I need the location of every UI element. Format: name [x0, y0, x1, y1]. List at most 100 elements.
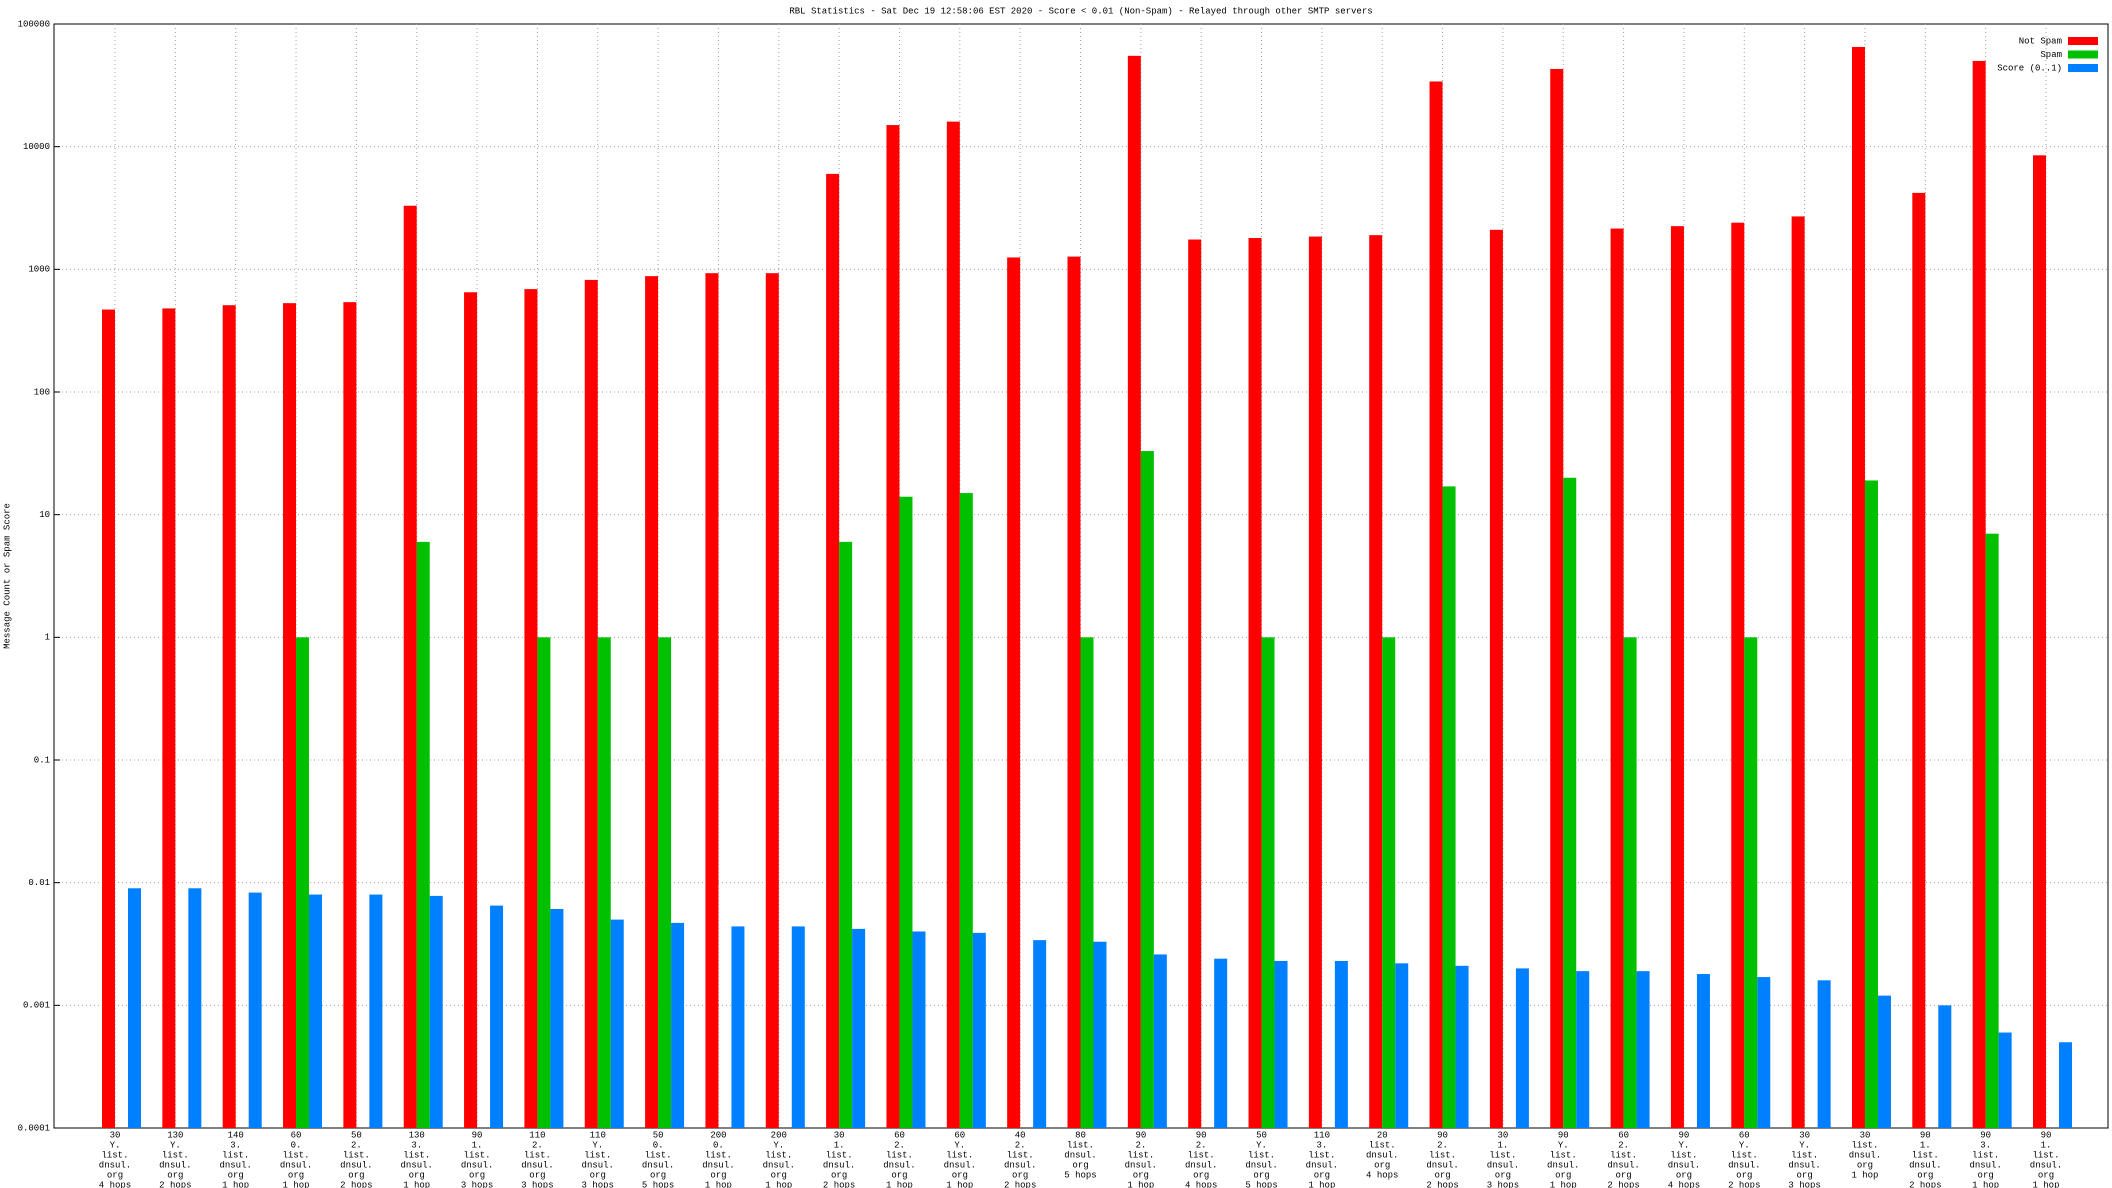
x-tick-label: dnsul. — [1487, 1160, 1519, 1170]
x-tick-label: 4 hops — [1366, 1170, 1398, 1180]
x-tick-label: 2. — [1196, 1140, 1207, 1150]
x-tick-label: 4 hops — [99, 1180, 131, 1188]
x-tick-label: list. — [826, 1150, 853, 1160]
x-tick-label: 2 hops — [1909, 1180, 1941, 1188]
x-tick-label: list. — [1731, 1150, 1758, 1160]
x-tick-label: 90 — [1135, 1130, 1146, 1140]
x-tick-label: org — [2038, 1170, 2054, 1180]
x-tick-label: org — [1615, 1170, 1631, 1180]
x-tick-label: 2 hops — [340, 1180, 372, 1188]
x-tick-label: org — [228, 1170, 244, 1180]
x-tick-label: 1 hop — [765, 1180, 792, 1188]
bar — [899, 496, 913, 1128]
x-tick-label: org — [1676, 1170, 1692, 1180]
x-tick-label: dnsul. — [944, 1160, 976, 1170]
x-tick-label: 90 — [1980, 1130, 1991, 1140]
x-tick-label: Y. — [773, 1140, 784, 1150]
x-tick-label: dnsul. — [1185, 1160, 1217, 1170]
x-tick-label: 1 hop — [1972, 1180, 1999, 1188]
x-tick-label: 2. — [894, 1140, 905, 1150]
x-tick-label: 3 hops — [521, 1180, 553, 1188]
bar — [1985, 533, 1999, 1128]
bar — [1429, 81, 1443, 1128]
bar — [1998, 1032, 2012, 1128]
chart-title: RBL Statistics - Sat Dec 19 12:58:06 EST… — [789, 6, 1372, 16]
bar — [403, 205, 417, 1129]
x-tick-label: 130 — [409, 1130, 425, 1140]
x-tick-label: dnsul. — [1909, 1160, 1941, 1170]
x-tick-label: org — [1253, 1170, 1269, 1180]
x-tick-label: 110 — [1314, 1130, 1330, 1140]
x-tick-label: dnsul. — [763, 1160, 795, 1170]
y-tick-label: 100000 — [18, 19, 50, 29]
x-tick-label: org — [288, 1170, 304, 1180]
x-tick-label: 90 — [472, 1130, 483, 1140]
bar — [490, 905, 504, 1128]
bar — [369, 894, 383, 1128]
x-tick-label: 1. — [1498, 1140, 1509, 1150]
x-tick-label: 30 — [110, 1130, 121, 1140]
x-tick-label: org — [771, 1170, 787, 1180]
x-tick-label: 3. — [230, 1140, 241, 1150]
x-tick-label: dnsul. — [2030, 1160, 2062, 1170]
bar — [1369, 235, 1383, 1129]
bar — [1623, 637, 1637, 1128]
x-tick-label: list. — [1489, 1150, 1516, 1160]
x-tick-label: org — [1314, 1170, 1330, 1180]
x-tick-label: Y. — [110, 1140, 121, 1150]
bar — [296, 637, 310, 1128]
x-tick-label: 3. — [411, 1140, 422, 1150]
bar — [597, 637, 611, 1128]
x-tick-label: list. — [1610, 1150, 1637, 1160]
y-tick-label: 1000 — [28, 265, 50, 275]
bar — [162, 308, 176, 1128]
x-tick-label: 90 — [1196, 1130, 1207, 1140]
x-tick-label: list. — [946, 1150, 973, 1160]
x-tick-label: 1 hop — [705, 1180, 732, 1188]
x-tick-label: 90 — [2041, 1130, 2052, 1140]
x-tick-label: org — [1978, 1170, 1994, 1180]
bar — [464, 292, 478, 1129]
x-tick-label: 2 hops — [1728, 1180, 1760, 1188]
x-tick-label: dnsul. — [340, 1160, 372, 1170]
x-tick-label: 60 — [1739, 1130, 1750, 1140]
x-tick-label: org — [590, 1170, 606, 1180]
x-tick-label: org — [1434, 1170, 1450, 1180]
x-tick-label: list. — [645, 1150, 672, 1160]
x-tick-label: 3 hops — [1788, 1180, 1820, 1188]
x-tick-label: org — [409, 1170, 425, 1180]
x-tick-label: list. — [1369, 1140, 1396, 1150]
x-tick-label: 110 — [529, 1130, 545, 1140]
bar — [1127, 55, 1141, 1128]
x-tick-label: 90 — [1558, 1130, 1569, 1140]
x-tick-label: org — [1193, 1170, 1209, 1180]
bar — [1912, 192, 1926, 1129]
x-tick-label: list. — [1188, 1150, 1215, 1160]
bar — [1261, 637, 1275, 1128]
bar — [128, 888, 141, 1128]
bar — [1610, 228, 1624, 1129]
x-tick-label: list. — [1248, 1150, 1275, 1160]
x-tick-label: Y. — [1679, 1140, 1690, 1150]
bar — [1093, 941, 1107, 1128]
x-tick-label: dnsul. — [1668, 1160, 1700, 1170]
bar — [1442, 486, 1456, 1128]
x-tick-label: dnsul. — [1125, 1160, 1157, 1170]
x-tick-label: 5 hops — [1064, 1170, 1096, 1180]
x-tick-label: dnsul. — [1426, 1160, 1458, 1170]
y-tick-label: 0.1 — [34, 755, 50, 765]
x-tick-label: Y. — [592, 1140, 603, 1150]
bar — [671, 922, 685, 1128]
x-tick-label: 50 — [1256, 1130, 1267, 1140]
bar — [102, 309, 115, 1128]
y-tick-label: 0.001 — [23, 1001, 50, 1011]
x-tick-label: org — [348, 1170, 364, 1180]
x-tick-label: org — [1133, 1170, 1149, 1180]
x-tick-label: org — [1857, 1160, 1873, 1170]
bar — [1670, 226, 1684, 1129]
x-tick-label: 3 hops — [461, 1180, 493, 1188]
x-tick-label: dnsul. — [1849, 1150, 1881, 1160]
x-tick-label: 1 hop — [283, 1180, 310, 1188]
x-tick-label: 0. — [653, 1140, 664, 1150]
x-tick-label: 2 hops — [1426, 1180, 1458, 1188]
